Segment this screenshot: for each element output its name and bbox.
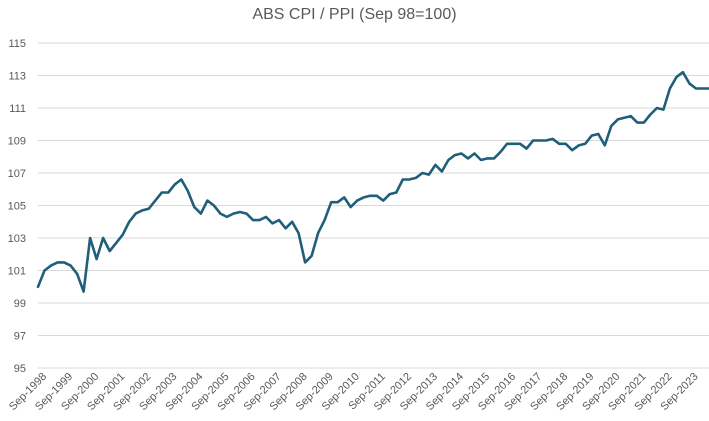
- y-tick-label: 105: [8, 201, 26, 213]
- y-tick-label: 95: [14, 363, 26, 375]
- y-tick-label: 103: [8, 233, 26, 245]
- y-tick-label: 109: [8, 136, 26, 148]
- y-tick-label: 111: [9, 103, 26, 115]
- series-layer: [36, 70, 709, 293]
- series-line: [36, 70, 709, 293]
- y-tick-label: 97: [14, 331, 26, 343]
- y-axis-ticks: 95 97 99 101 103 105 107 109 111 113 115: [8, 38, 26, 375]
- x-axis-ticks: Sep-1998Sep-1999Sep-2000Sep-2001Sep-2002…: [7, 371, 701, 413]
- chart-title: ABS CPI / PPI (Sep 98=100): [252, 6, 457, 23]
- y-tick-label: 99: [14, 298, 26, 310]
- gridlines: [38, 42, 709, 369]
- y-tick-label: 113: [8, 71, 26, 83]
- y-tick-label: 107: [8, 168, 26, 180]
- y-tick-label: 115: [8, 38, 26, 50]
- y-tick-label: 101: [8, 266, 26, 278]
